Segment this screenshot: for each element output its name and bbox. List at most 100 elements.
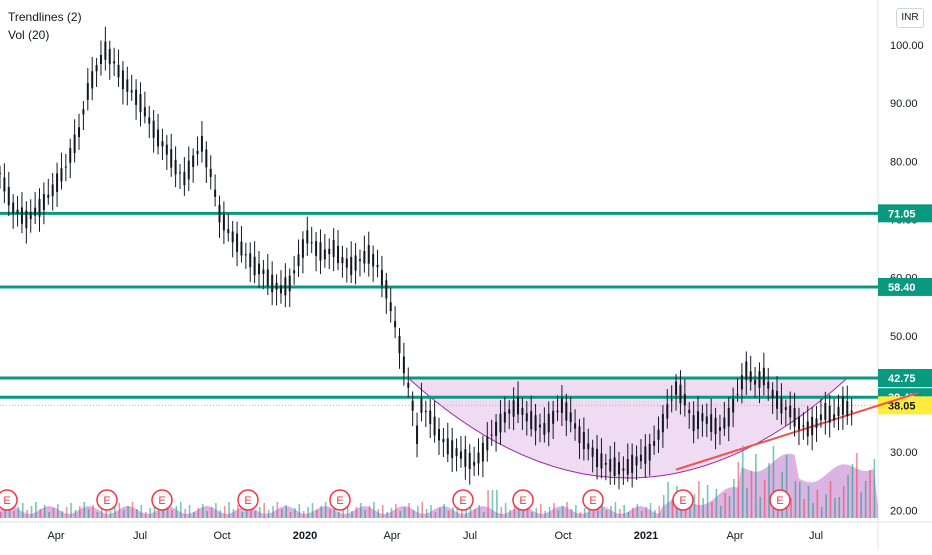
volume-bar <box>654 510 656 518</box>
candle-body <box>521 407 524 415</box>
volume-bar <box>693 494 696 518</box>
volume-bar <box>702 498 704 518</box>
volume-bar <box>83 502 86 518</box>
candle-body <box>279 285 282 294</box>
volume-bar <box>873 459 876 518</box>
trendline[interactable] <box>675 391 919 471</box>
level-price-tag[interactable] <box>878 369 932 387</box>
volume-bar <box>825 494 827 518</box>
candle-body <box>47 194 50 198</box>
volume-bar <box>640 511 643 518</box>
volume-bar <box>100 508 103 518</box>
volume-bar <box>482 512 485 518</box>
candle-body <box>139 94 142 113</box>
legend-volume[interactable]: Vol (20) <box>8 28 50 42</box>
earnings-marker[interactable] <box>582 489 604 511</box>
volume-bar <box>26 510 28 518</box>
volume-bar <box>829 481 832 518</box>
earnings-marker-label: E <box>3 495 10 507</box>
candle-body <box>517 396 520 415</box>
volume-bar <box>518 502 520 518</box>
level-price-tag[interactable] <box>878 277 932 296</box>
candle-body <box>811 416 814 436</box>
volume-bar <box>627 512 630 518</box>
volume-bar <box>96 512 99 518</box>
candle-body <box>262 269 265 274</box>
candle-body <box>762 367 765 386</box>
volume-bar <box>65 507 68 518</box>
volume-bar <box>188 505 191 518</box>
volume-bar <box>329 509 331 518</box>
volume-bar <box>381 505 384 518</box>
candle-body <box>688 409 691 414</box>
candle-body <box>802 425 805 427</box>
volume-bar <box>618 509 621 518</box>
x-tick-label: Apr <box>47 530 64 542</box>
earnings-marker[interactable] <box>237 489 259 511</box>
candle-body <box>42 194 45 210</box>
candle-body <box>565 402 568 421</box>
currency-button[interactable]: INR <box>896 8 924 28</box>
earnings-marker[interactable] <box>769 489 791 511</box>
earnings-marker[interactable] <box>151 489 173 511</box>
candle-body <box>806 421 809 437</box>
x-tick-label: Apr <box>383 530 400 542</box>
volume-bar <box>4 508 6 518</box>
volume-bar <box>807 486 810 518</box>
volume-bar <box>74 510 77 518</box>
volume-bar <box>772 446 775 518</box>
candle-body <box>438 428 440 441</box>
volume-bar <box>263 503 265 518</box>
volume-bar <box>412 510 415 518</box>
level-price-tag[interactable] <box>878 204 932 223</box>
candle-body <box>578 426 581 444</box>
y-tick-label: 20.00 <box>890 505 918 517</box>
volume-bar <box>21 503 24 518</box>
candle-body <box>293 270 296 274</box>
volume-bar <box>724 493 726 518</box>
candle-body <box>776 390 779 409</box>
earnings-marker[interactable] <box>329 489 351 511</box>
volume-bar <box>605 510 608 518</box>
candle-body <box>582 431 585 450</box>
candle-body <box>534 415 537 431</box>
candle-body <box>591 447 594 457</box>
candle-body <box>271 274 274 293</box>
candle-body <box>692 415 695 432</box>
volume-bar <box>109 511 112 518</box>
candle-body <box>82 109 85 115</box>
earnings-marker-label: E <box>244 495 251 507</box>
volume-bar <box>351 511 353 518</box>
candle-body <box>626 459 629 475</box>
earnings-marker[interactable] <box>96 489 118 511</box>
candle-body <box>464 449 467 467</box>
candle-body <box>429 410 432 424</box>
earnings-marker[interactable] <box>512 489 534 511</box>
earnings-marker[interactable] <box>672 489 694 511</box>
candle-body <box>679 384 682 404</box>
volume-bar <box>561 506 564 518</box>
candle-body <box>60 168 63 182</box>
candle-body <box>442 438 445 443</box>
candle-body <box>495 421 498 436</box>
candle-body <box>547 413 550 433</box>
candle-body <box>16 209 19 214</box>
volume-bar <box>496 490 498 518</box>
candle-body <box>508 409 511 414</box>
volume-bar <box>368 506 371 518</box>
candle-body <box>833 414 836 421</box>
legend-trendlines[interactable]: Trendlines (2) <box>8 10 82 24</box>
volume-bar <box>92 505 94 518</box>
volume-bar <box>715 489 718 518</box>
earnings-marker[interactable] <box>452 489 474 511</box>
volume-bar <box>698 481 700 518</box>
volume-bar <box>8 504 11 518</box>
volume-bar <box>632 508 634 518</box>
candle-body <box>130 90 133 93</box>
earnings-marker[interactable] <box>0 489 18 511</box>
candle-body <box>613 457 616 477</box>
candle-body <box>319 242 322 261</box>
x-tick-label: 2021 <box>634 530 658 542</box>
